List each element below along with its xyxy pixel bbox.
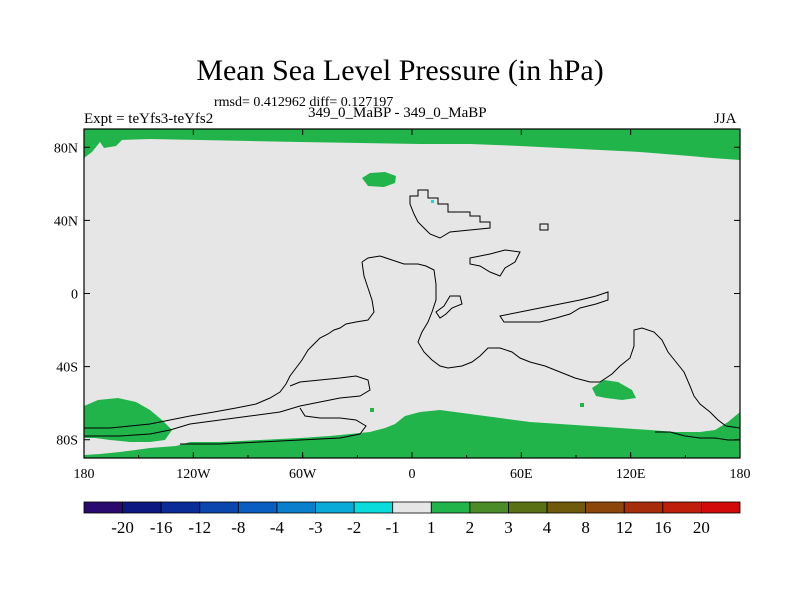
colorbar-swatch	[237, 501, 278, 514]
y-tick-label: 40S	[56, 361, 78, 376]
continent-west-coast	[84, 261, 375, 429]
colorbar-label: -16	[150, 518, 173, 537]
x-tick-label: 0	[409, 467, 416, 482]
y-tick-label: 80S	[56, 434, 78, 449]
x-tick-label: 60W	[289, 467, 317, 482]
colorbar-swatch	[392, 501, 432, 514]
y-tick-label: 0	[71, 288, 78, 303]
x-tick-label: 60E	[510, 467, 533, 482]
colorbar-label: 12	[616, 518, 633, 537]
continent-arabian	[469, 249, 521, 277]
colorbar-swatch	[276, 501, 316, 514]
y-tick-label: 40N	[54, 214, 78, 229]
y-tick-label: 80N	[54, 141, 78, 156]
colorbar-label: 4	[543, 518, 552, 537]
region-small-patch	[431, 200, 434, 203]
colorbar-swatch	[353, 501, 394, 514]
continent-north	[409, 189, 491, 239]
chart-title: Mean Sea Level Pressure (in hPa)	[196, 54, 604, 87]
continent-east-peninsula	[499, 291, 609, 323]
continent-se-lower	[655, 431, 740, 441]
colorbar-label: -4	[270, 518, 285, 537]
axis-ticks	[83, 129, 741, 458]
axis-labels: 180 120W 60W 0 60E 120E 180 80N 40N 0 40S 80S	[54, 141, 751, 482]
x-tick-label: 120E	[616, 467, 646, 482]
continent-mid-islands	[435, 295, 463, 319]
colorbar-swatch	[508, 501, 548, 514]
colorbar-label: -20	[111, 518, 134, 537]
colorbar-label: -1	[386, 518, 400, 537]
colorbar-label: 1	[427, 518, 436, 537]
colorbar-swatch	[160, 501, 201, 514]
colorbar-swatch	[199, 501, 239, 514]
field-regions	[84, 129, 740, 458]
colorbar-swatch	[662, 501, 702, 514]
x-tick-label: 180	[730, 467, 751, 482]
colorbar-label: -3	[308, 518, 322, 537]
map-background	[84, 129, 740, 458]
period-label: 349_0_MaBP - 349_0_MaBP	[308, 105, 487, 121]
colorbar-swatch	[315, 501, 355, 514]
continent-inner-south	[180, 407, 367, 445]
region-southwest-patch	[84, 398, 172, 442]
continent-south-outline	[84, 375, 371, 437]
continent-central	[361, 255, 741, 429]
x-tick-label: 120W	[176, 467, 211, 482]
colorbar-label: 20	[693, 518, 710, 537]
colorbar-label: 2	[466, 518, 475, 537]
colorbar-label: 16	[654, 518, 671, 537]
region-antarctic	[84, 410, 740, 458]
colorbar-label: 3	[504, 518, 513, 537]
continent-east-island	[539, 223, 549, 231]
colorbar-label: -8	[231, 518, 245, 537]
colorbar-swatch	[585, 501, 625, 514]
colorbar-swatch	[469, 501, 509, 514]
x-tick-label: 180	[74, 467, 95, 482]
colorbar-swatch	[83, 501, 123, 514]
region-arctic-patch	[100, 138, 122, 148]
colorbar-swatch	[122, 501, 162, 514]
continent-outlines	[84, 189, 741, 445]
colorbar-label: -12	[188, 518, 211, 537]
colorbar-label: -2	[347, 518, 361, 537]
region-north-polar-patch	[362, 172, 396, 187]
region-small-patch	[370, 408, 374, 412]
colorbar: -20 -16 -12 -8 -4 -3 -2 -1 1 2 3 4 8 12 16 20	[83, 501, 741, 537]
colorbar-swatch	[546, 501, 587, 514]
experiment-label: Expt = teYfs3-teYfs2	[84, 111, 214, 127]
colorbar-swatch	[701, 501, 741, 514]
colorbar-label: 8	[581, 518, 590, 537]
region-arctic	[84, 129, 740, 160]
season-label: JJA	[714, 111, 737, 127]
colorbar-swatch	[430, 501, 471, 514]
stats-label: rmsd= 0.412962 diff= 0.127197	[214, 95, 394, 110]
region-small-patch	[580, 403, 584, 407]
colorbar-swatch	[623, 501, 664, 514]
region-southeast-ocean-patch	[592, 380, 636, 400]
